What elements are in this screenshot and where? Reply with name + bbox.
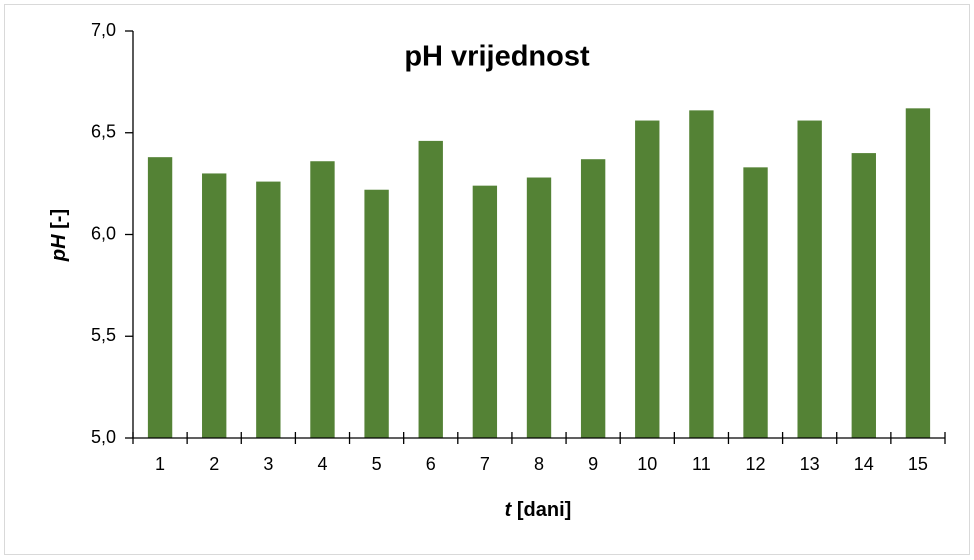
y-axis-unit: [-]	[48, 209, 70, 229]
bar	[526, 177, 552, 438]
x-tick-label: 1	[155, 454, 165, 474]
x-tick-label: 14	[854, 454, 874, 474]
x-tick-label: 12	[746, 454, 766, 474]
x-tick-label: 15	[908, 454, 928, 474]
bar	[635, 120, 660, 438]
bar	[905, 108, 931, 438]
bar	[202, 173, 227, 438]
bar	[851, 153, 876, 438]
x-tick-label: 11	[692, 454, 711, 474]
x-tick-label: 9	[588, 454, 598, 474]
x-tick-label: 2	[209, 454, 219, 474]
x-tick-label: 13	[800, 454, 820, 474]
bar	[743, 167, 768, 438]
bar	[580, 159, 606, 438]
bar	[797, 120, 822, 438]
y-tick-label: 6,0	[91, 223, 116, 243]
x-tick-label: 7	[480, 454, 490, 474]
y-tick-label: 7,0	[91, 20, 116, 40]
bar	[310, 161, 335, 439]
x-tick-label: 3	[263, 454, 273, 474]
x-tick-label: 10	[637, 454, 657, 474]
bar	[472, 185, 498, 438]
x-tick-label: 4	[317, 454, 327, 474]
x-tick-label: 6	[426, 454, 436, 474]
y-tick-label: 6,5	[91, 122, 116, 142]
bar	[689, 110, 714, 439]
y-tick-label: 5,0	[91, 427, 116, 447]
bar	[147, 157, 173, 439]
bar	[364, 189, 389, 438]
bar	[256, 181, 281, 438]
chart-title: pH vrijednost	[404, 41, 590, 73]
bar	[418, 140, 443, 438]
x-axis-label: t [dani]	[505, 499, 572, 521]
y-axis-symbol: pH	[48, 234, 70, 262]
y-axis-label: pH [-]	[48, 209, 70, 262]
x-tick-label: 5	[372, 454, 382, 474]
y-tick-label: 5,5	[91, 325, 116, 345]
x-axis-unit: [dani]	[517, 499, 571, 521]
x-tick-label: 8	[534, 454, 544, 474]
x-axis-symbol: t	[505, 499, 513, 521]
